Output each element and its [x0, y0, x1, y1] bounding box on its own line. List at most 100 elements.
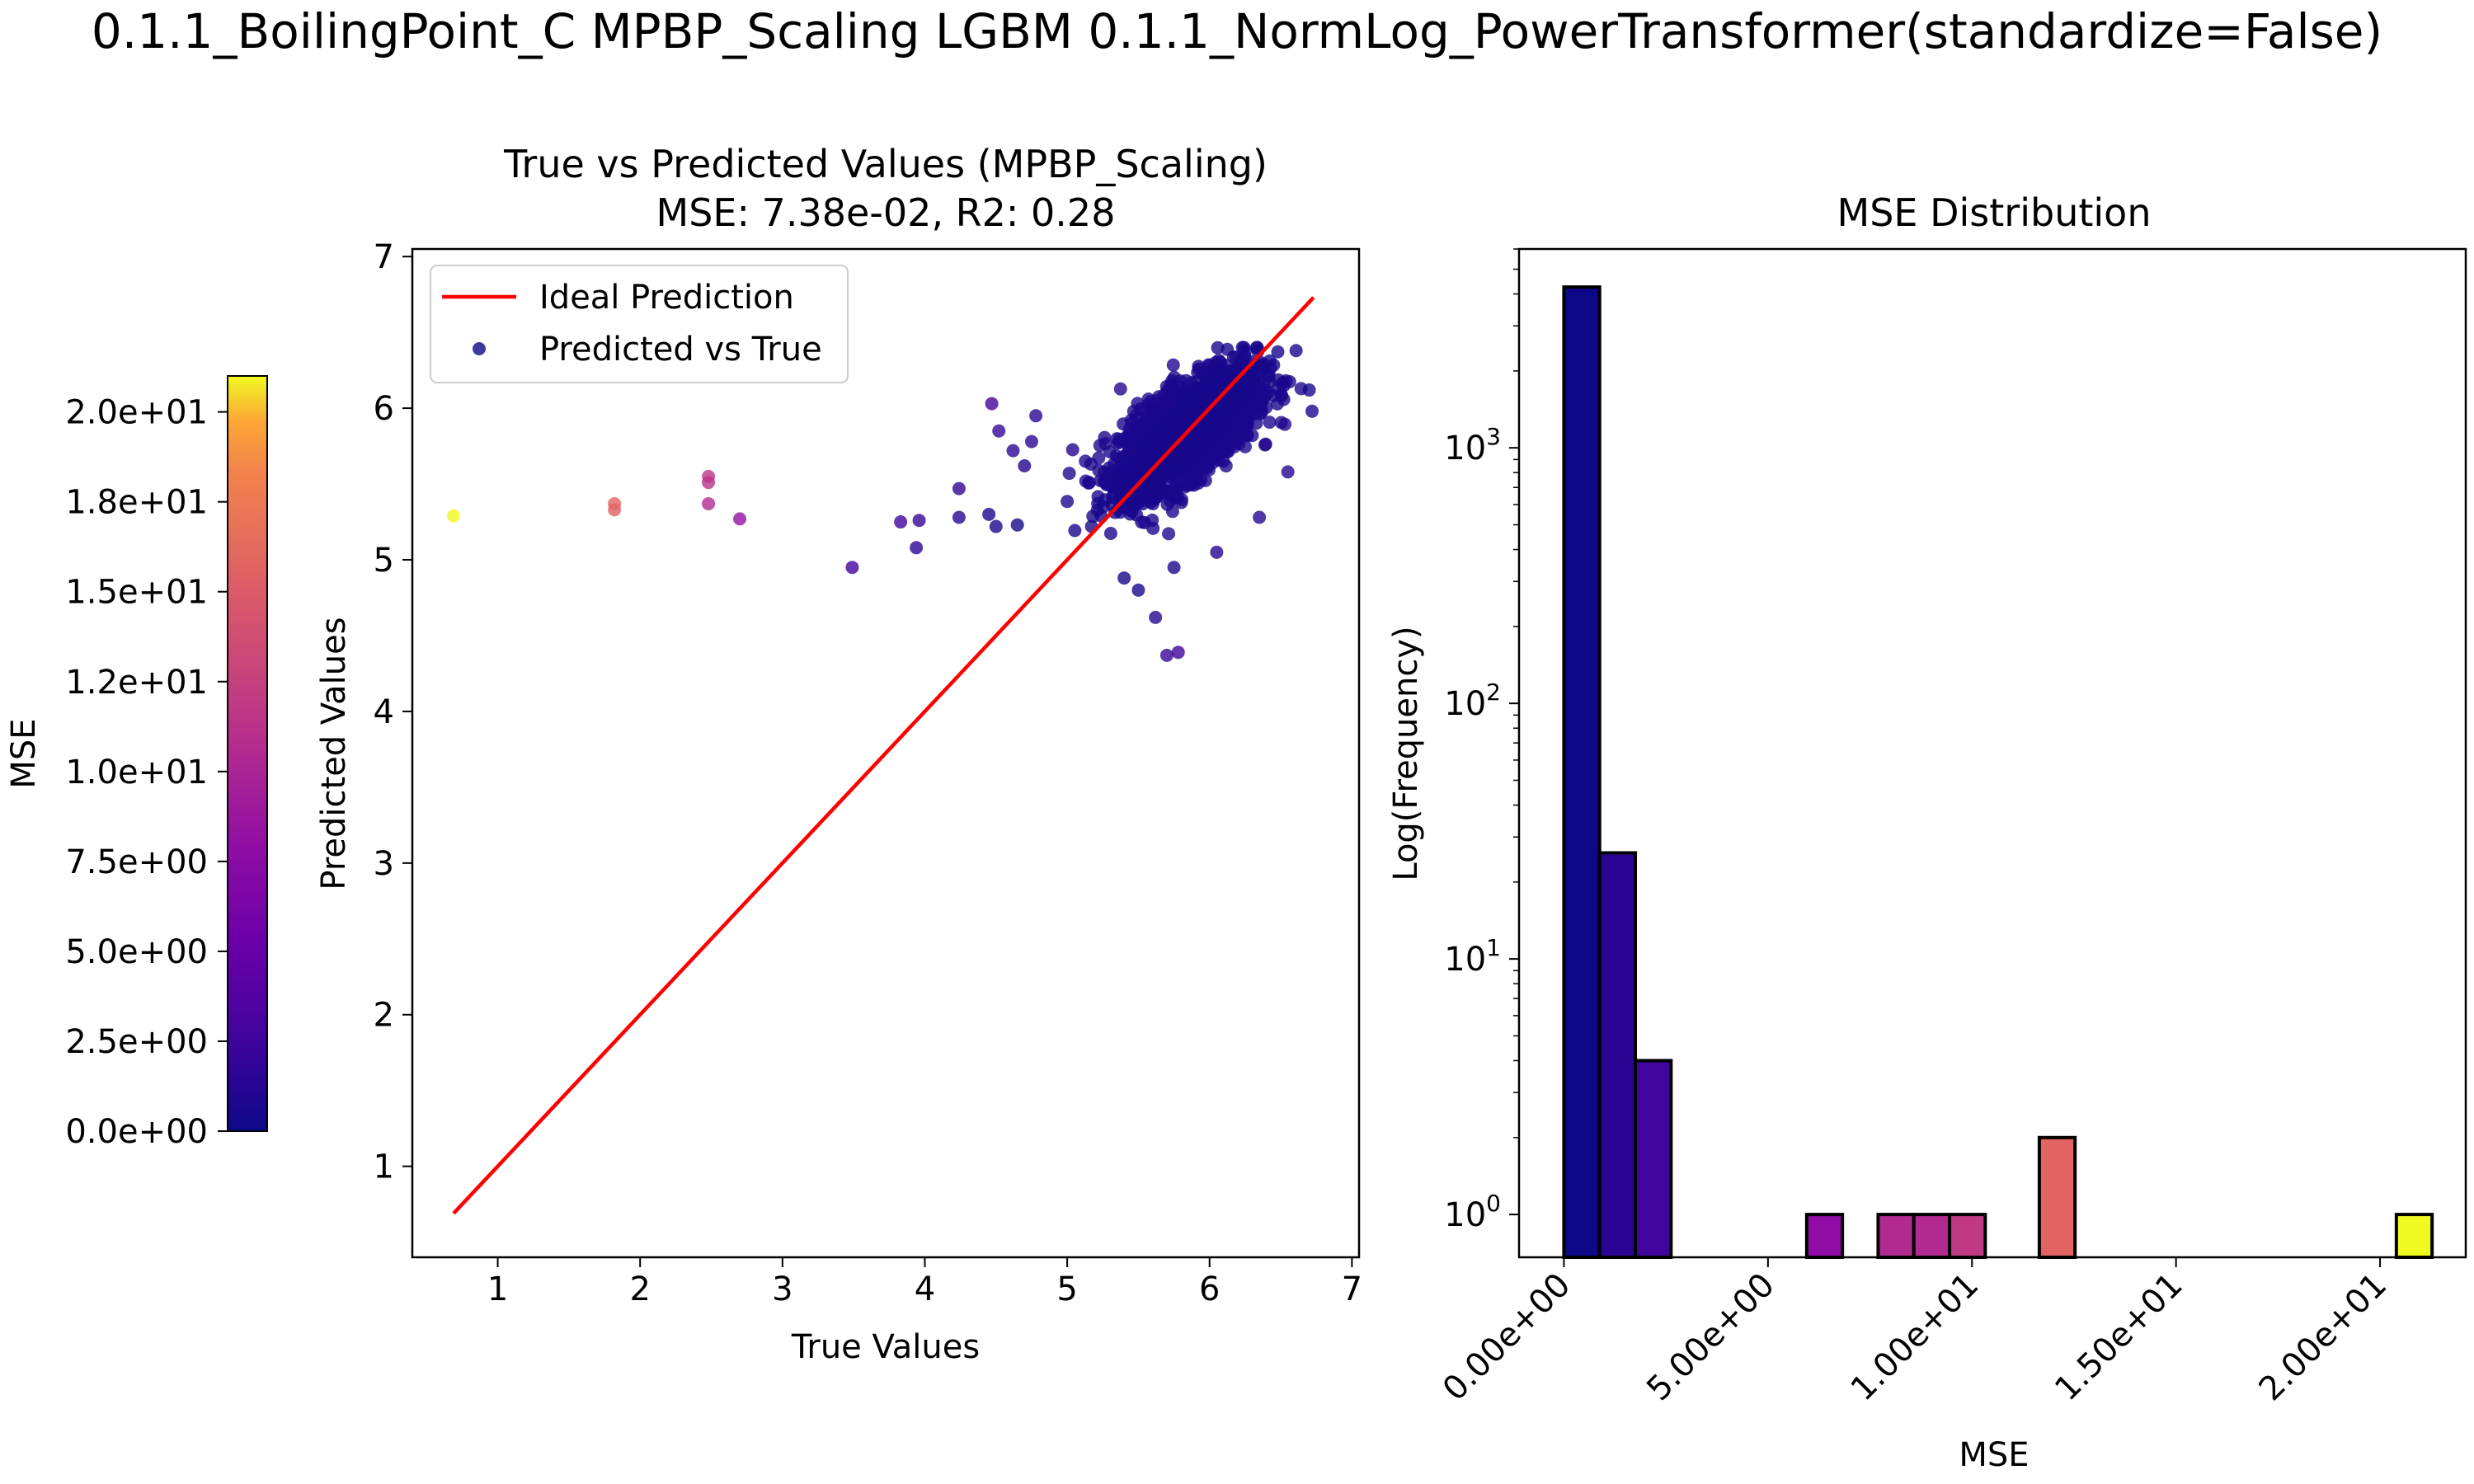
scatter-ylabel: Predicted Values [315, 617, 353, 890]
scatter-point [952, 510, 966, 524]
colorbar-tick-label: 5.0e+00 [65, 933, 208, 971]
colorbar-gradient [227, 375, 268, 1132]
scatter-y-tick-label: 5 [374, 542, 394, 580]
scatter-point [1117, 571, 1131, 585]
histogram-x-tick-label: 1.50e+01 [2048, 1266, 2190, 1409]
scatter-point [982, 507, 996, 521]
histogram-title: MSE Distribution [1837, 190, 2152, 235]
scatter-x-tick-label: 4 [915, 1270, 935, 1308]
scatter-point [1113, 382, 1127, 396]
scatter-y-tick-label: 2 [374, 997, 394, 1035]
scatter-point [1267, 358, 1281, 372]
histogram-bar [1634, 1059, 1673, 1260]
colorbar-label: MSE [5, 718, 43, 788]
scatter-point [1145, 513, 1159, 527]
scatter-point [1018, 458, 1032, 472]
scatter-point [1253, 510, 1267, 524]
scatter-point [1302, 383, 1316, 397]
scatter-point [912, 514, 926, 528]
scatter-point [1129, 409, 1143, 423]
scatter-point [1221, 402, 1235, 416]
scatter-point [1167, 561, 1181, 575]
scatter-point [1234, 400, 1248, 414]
scatter-point [1148, 484, 1162, 498]
scatter-points [447, 296, 1319, 1215]
histogram-x-ticks: 0.00e+00 5.00e+00 1.00e+01 1.50e+01 2.00e+01 [1436, 1257, 2394, 1408]
scatter-point [985, 397, 999, 411]
scatter-point [1098, 493, 1112, 507]
scatter-point [447, 509, 461, 523]
colorbar: 0.0e+00 2.5e+00 5.0e+00 7.5e+00 1.0e+01 1.2e+… [5, 375, 268, 1151]
scatter-point [952, 481, 966, 495]
histogram-y-ticks: 100 101 102 103 [1444, 248, 1519, 1234]
scatter-point [1117, 417, 1131, 431]
scatter-point [1185, 394, 1199, 408]
scatter-legend: Ideal Prediction Predicted vs True [430, 265, 849, 383]
scatter-point [1278, 417, 1292, 431]
scatter-point [910, 541, 924, 555]
scatter-point [1161, 398, 1175, 412]
histogram-bar [2394, 1213, 2434, 1260]
scatter-xlabel: True Values [791, 1328, 980, 1366]
scatter-point [1263, 416, 1277, 430]
scatter-point [1122, 463, 1136, 477]
scatter-point [992, 424, 1006, 438]
histogram-x-tick-label: 5.00e+00 [1639, 1266, 1782, 1409]
scatter-point [1211, 431, 1225, 445]
scatter-point [1244, 398, 1258, 412]
scatter-point [1159, 434, 1174, 448]
scatter-point [1182, 406, 1196, 420]
scatter-point [1224, 364, 1238, 378]
colorbar-tick-label: 7.5e+00 [65, 843, 208, 881]
histogram-panel: MSE Distribution 0.00e+00 5.00e+00 1.00e+0… [1387, 190, 2467, 1474]
scatter-point [1187, 478, 1201, 492]
scatter-x-tick-label: 5 [1056, 1270, 1077, 1308]
scatter-point [1252, 382, 1266, 396]
scatter-y-tick-label: 7 [374, 238, 394, 276]
scatter-point [1160, 383, 1174, 397]
scatter-point [1166, 358, 1180, 372]
histogram-bar [1876, 1213, 1916, 1260]
scatter-point [1305, 404, 1319, 418]
scatter-y-tick-label: 4 [374, 693, 394, 731]
histogram-x-tick-label: 2.00e+01 [2252, 1266, 2395, 1409]
scatter-subtitle: MSE: 7.38e-02, R2: 0.28 [656, 190, 1116, 235]
scatter-point [1098, 437, 1112, 451]
scatter-point [1187, 430, 1201, 444]
scatter-point [702, 496, 716, 510]
scatter-point [1241, 364, 1255, 378]
scatter-point [1159, 648, 1174, 662]
scatter-point [1131, 583, 1145, 597]
scatter-axes-frame [411, 247, 1361, 1259]
scatter-point [1214, 368, 1228, 382]
histogram-bar [1562, 285, 1602, 1260]
scatter-point [1086, 510, 1100, 524]
scatter-point [1226, 350, 1240, 364]
scatter-point [1289, 344, 1303, 358]
scatter-point [1172, 455, 1186, 469]
histogram-axes-frame [1517, 247, 2467, 1259]
scatter-title: True vs Predicted Values (MPBP_Scaling) [503, 142, 1268, 186]
scatter-point [1092, 451, 1106, 465]
scatter-point [1199, 367, 1213, 381]
scatter-point [1062, 467, 1076, 481]
histogram-bars [1562, 285, 2434, 1260]
scatter-point [1225, 390, 1239, 404]
scatter-point [702, 469, 716, 483]
scatter-x-tick-label: 1 [487, 1270, 508, 1308]
scatter-point [1228, 420, 1242, 434]
scatter-point [1200, 461, 1214, 475]
scatter-point [1149, 416, 1163, 430]
scatter-point [1229, 429, 1243, 443]
colorbar-tick-label: 1.2e+01 [65, 664, 208, 702]
scatter-point [1103, 527, 1117, 541]
scatter-point [1010, 518, 1024, 532]
histogram-bar [1948, 1213, 1987, 1260]
scatter-y-tick-label: 1 [374, 1148, 394, 1186]
histogram-bar [1804, 1213, 1845, 1260]
scatter-point [1029, 409, 1043, 423]
scatter-y-ticks: 1 2 3 4 5 6 7 [374, 238, 412, 1186]
scatter-point [1109, 449, 1123, 463]
scatter-point [1139, 454, 1153, 468]
scatter-y-tick-label: 3 [374, 845, 394, 883]
